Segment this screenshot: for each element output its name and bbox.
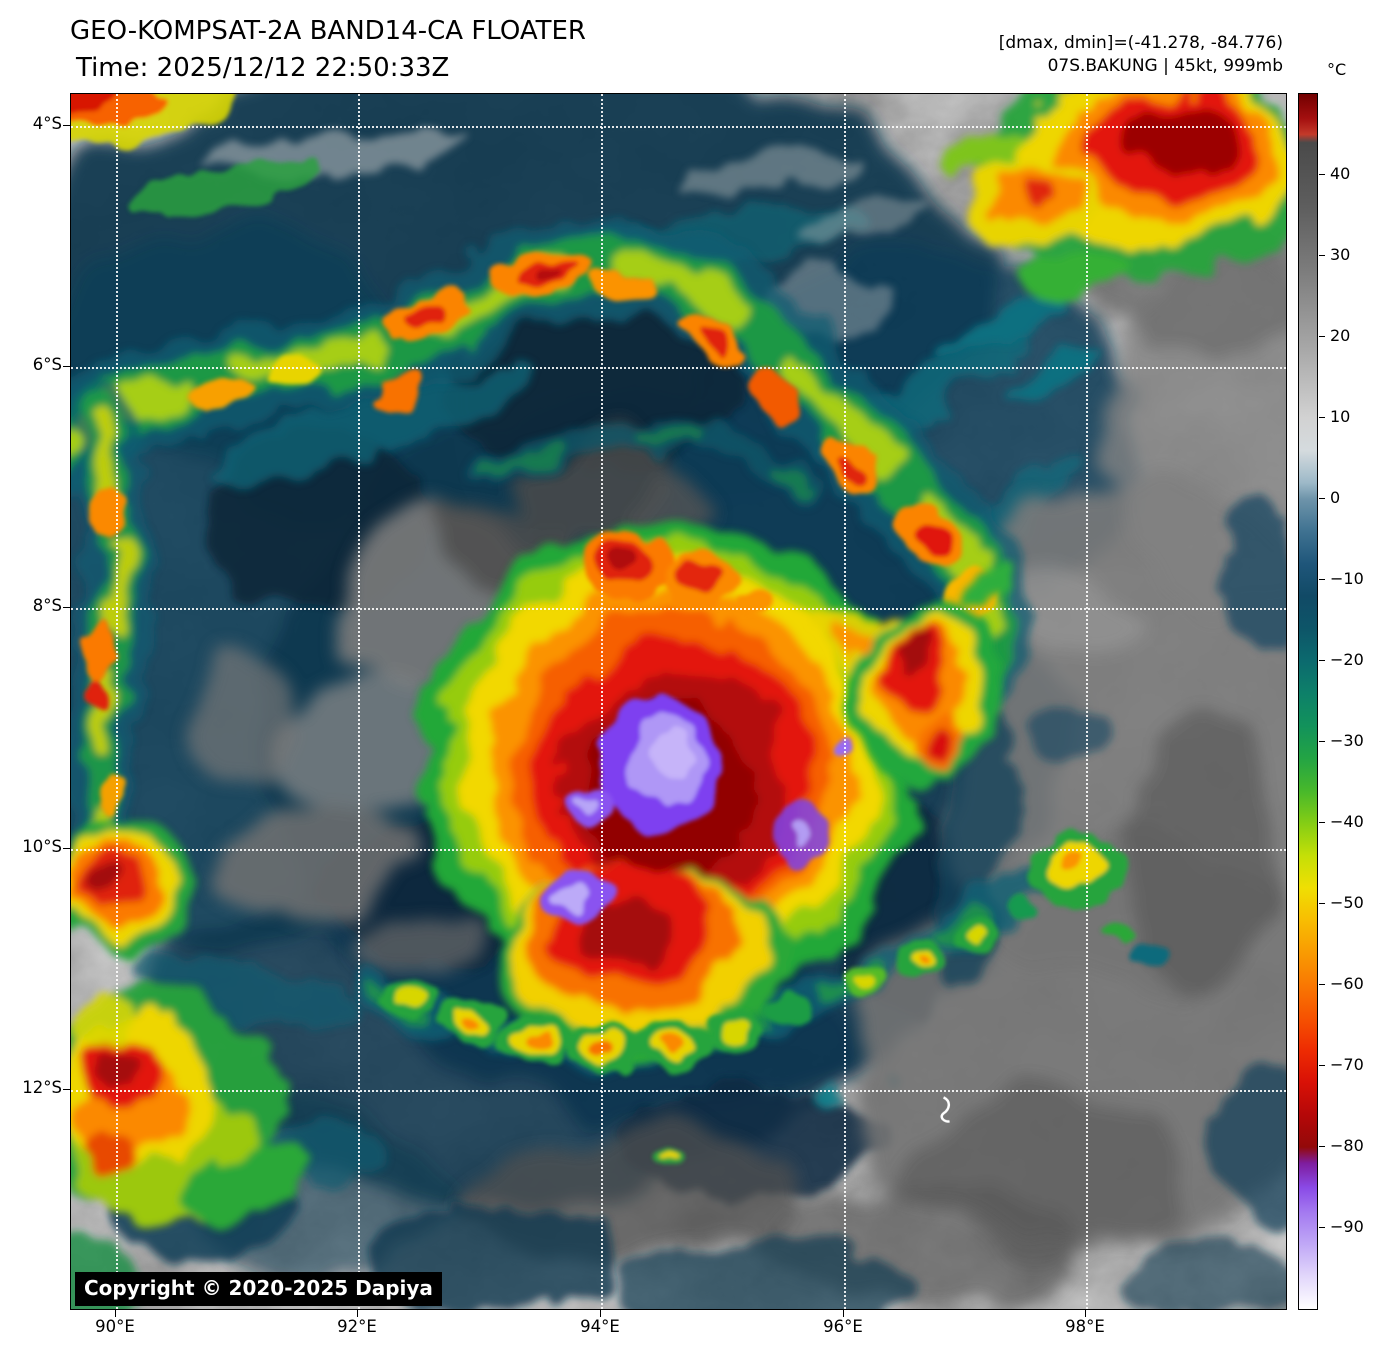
colorbar-tick-label: 10	[1330, 407, 1351, 426]
gridline-longitude	[358, 94, 360, 1309]
colorbar-tick-label: −60	[1330, 974, 1364, 993]
map-plot: Copyright © 2020-2025 Dapiya	[70, 93, 1287, 1310]
longitude-label: 90°E	[95, 1317, 135, 1336]
colorbar-tick-label: 30	[1330, 245, 1351, 264]
timestamp-label: Time: 2025/12/12 22:50:33Z	[76, 53, 450, 83]
colorbar-tick	[1319, 1227, 1325, 1228]
gridline-latitude	[71, 849, 1286, 851]
gridline-longitude	[1086, 94, 1088, 1309]
colorbar-tick	[1319, 903, 1325, 904]
colorbar-tick-label: 40	[1330, 164, 1351, 183]
colorbar-tick-label: −80	[1330, 1136, 1364, 1155]
colorbar-tick	[1319, 1065, 1325, 1066]
colorbar-tick	[1319, 660, 1325, 661]
latitude-label: 8°S	[32, 596, 62, 615]
longitude-tick	[1085, 1310, 1086, 1317]
latitude-label: 12°S	[22, 1078, 62, 1097]
longitude-label: 98°E	[1065, 1317, 1105, 1336]
page-title: GEO-KOMPSAT-2A BAND14-CA FLOATER	[70, 16, 587, 46]
colorbar-tick-label: 20	[1330, 326, 1351, 345]
colorbar-tick	[1319, 579, 1325, 580]
satellite-scene	[71, 94, 1286, 1309]
colorbar-tick-label: −70	[1330, 1055, 1364, 1074]
gridline-longitude	[844, 94, 846, 1309]
latitude-label: 6°S	[32, 355, 62, 374]
longitude-label: 94°E	[580, 1317, 620, 1336]
latitude-label: 10°S	[22, 837, 62, 856]
longitude-tick	[115, 1310, 116, 1317]
colorbar-tick	[1319, 1146, 1325, 1147]
colorbar-tick-label: −90	[1330, 1217, 1364, 1236]
gridline-longitude	[116, 94, 118, 1309]
colorbar-tick	[1319, 174, 1325, 175]
latitude-tick	[63, 125, 70, 126]
longitude-tick	[357, 1310, 358, 1317]
colorbar-tick	[1319, 984, 1325, 985]
colorbar-tick	[1319, 336, 1325, 337]
colorbar	[1298, 93, 1318, 1310]
colorbar-gradient	[1299, 94, 1317, 1309]
gridline-latitude	[71, 608, 1286, 610]
colorbar-tick-label: 0	[1330, 488, 1341, 507]
gridline-latitude	[71, 1090, 1286, 1092]
colorbar-tick-label: −10	[1330, 569, 1364, 588]
longitude-tick	[600, 1310, 601, 1317]
colorbar-tick-label: −30	[1330, 731, 1364, 750]
colorbar-tick-label: −50	[1330, 893, 1364, 912]
latitude-label: 4°S	[32, 114, 62, 133]
colorbar-tick-label: −40	[1330, 812, 1364, 831]
coastline-fragment	[940, 1096, 951, 1123]
colorbar-unit-label: °C	[1327, 60, 1347, 79]
colorbar-tick	[1319, 822, 1325, 823]
longitude-label: 92°E	[337, 1317, 377, 1336]
latitude-tick	[63, 366, 70, 367]
latitude-tick	[63, 1089, 70, 1090]
colorbar-tick	[1319, 255, 1325, 256]
colorbar-tick	[1319, 417, 1325, 418]
gridline-latitude	[71, 126, 1286, 128]
colorbar-tick-label: −20	[1330, 650, 1364, 669]
gridline-longitude	[601, 94, 603, 1309]
copyright-badge: Copyright © 2020-2025 Dapiya	[75, 1272, 442, 1306]
colorbar-tick	[1319, 741, 1325, 742]
longitude-tick	[843, 1310, 844, 1317]
latitude-tick	[63, 848, 70, 849]
colorbar-tick	[1319, 498, 1325, 499]
latitude-tick	[63, 607, 70, 608]
storm-info-label: 07S.BAKUNG | 45kt, 999mb	[1047, 56, 1283, 76]
dmax-dmin-label: [dmax, dmin]=(-41.278, -84.776)	[998, 33, 1283, 53]
gridline-latitude	[71, 367, 1286, 369]
longitude-label: 96°E	[823, 1317, 863, 1336]
